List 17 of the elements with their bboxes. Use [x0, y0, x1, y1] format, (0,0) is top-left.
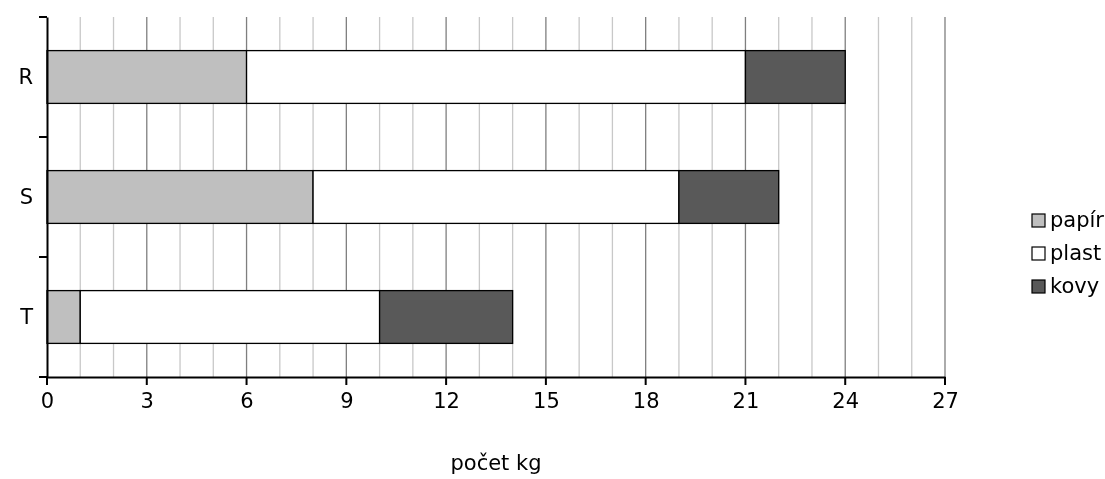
x-tick-label: 0 [40, 388, 55, 413]
y-tick-label: S [19, 184, 33, 209]
x-tick-label: 24 [832, 388, 860, 413]
y-tick-label: T [19, 304, 34, 329]
x-tick-label: 21 [732, 388, 760, 413]
x-tick-label: 9 [340, 388, 354, 413]
legend-label: kovy [1050, 274, 1100, 298]
x-tick-label: 15 [533, 388, 560, 413]
x-tick-label: 12 [433, 388, 460, 413]
x-tick-label: 3 [140, 388, 154, 413]
y-tick-label: R [18, 64, 33, 89]
legend-label: papír [1050, 208, 1105, 232]
x-tick-label: 27 [932, 388, 959, 413]
x-tick-label: 6 [240, 388, 254, 413]
x-axis-title: počet kg [450, 451, 542, 475]
x-tick-label: 18 [632, 388, 660, 413]
legend-label: plast [1050, 241, 1102, 265]
